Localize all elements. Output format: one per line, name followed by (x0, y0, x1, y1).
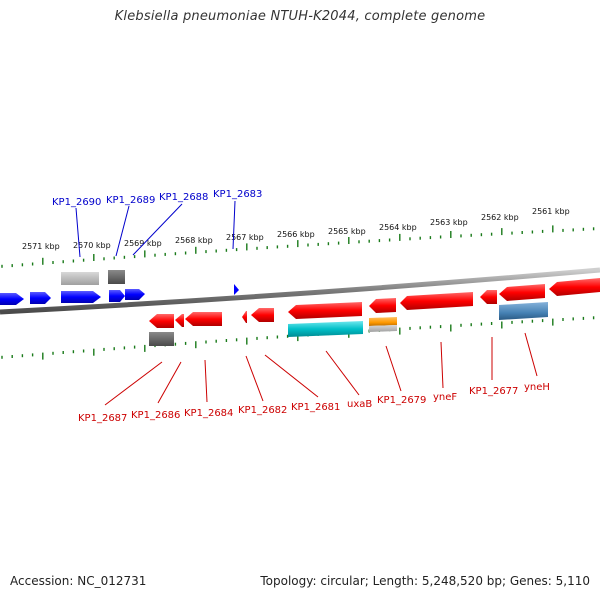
gene-label[interactable]: KP1_2690 (52, 197, 101, 208)
gene-arrow-forward[interactable] (125, 289, 145, 300)
gene-arrow-forward[interactable] (234, 284, 239, 295)
gene-arrow-reverse[interactable] (251, 308, 274, 322)
gene-label[interactable]: KP1_2684 (184, 408, 233, 419)
scale-label: 2564 kbp (379, 223, 417, 232)
top-label-leaders (75, 200, 236, 258)
gene-arrow-forward[interactable] (61, 291, 101, 303)
gene-label[interactable]: uxaB (347, 399, 372, 410)
scale-label: 2566 kbp (277, 230, 315, 239)
scale-label: 2571 kbp (22, 242, 60, 251)
scale-ticks-top (1, 225, 595, 268)
scale-label: 2565 kbp (328, 227, 366, 236)
feature-box[interactable] (149, 332, 174, 346)
gene-arrow-reverse[interactable] (400, 292, 473, 310)
gene-arrow-reverse[interactable] (185, 312, 222, 326)
gene-arrow-reverse[interactable] (549, 278, 600, 296)
scale-label: 2561 kbp (532, 207, 570, 216)
gene-arrow-reverse[interactable] (242, 311, 247, 323)
map-title: Klebsiella pneumoniae NTUH-K2044, comple… (114, 9, 486, 24)
feature-box[interactable] (108, 270, 125, 284)
scale-label: 2569 kbp (124, 239, 162, 248)
gene-label[interactable]: yneH (524, 382, 550, 393)
scale-labels: 2571 kbp 2570 kbp 2569 kbp 2568 kbp 2567… (22, 207, 570, 251)
scale-ticks-bottom (1, 316, 595, 360)
gene-arrow-forward[interactable] (30, 292, 51, 304)
feature-orange[interactable] (369, 317, 397, 326)
gene-label[interactable]: KP1_2689 (106, 195, 155, 206)
feature-gray-light[interactable] (369, 325, 397, 332)
gene-label[interactable]: KP1_2677 (469, 386, 518, 397)
forward-strand-genes (0, 284, 239, 305)
gene-label[interactable]: KP1_2681 (291, 402, 340, 413)
gene-arrow-reverse[interactable] (499, 284, 545, 301)
gene-label[interactable]: KP1_2683 (213, 189, 262, 200)
gene-arrow-reverse[interactable] (175, 314, 184, 327)
bottom-label-leaders (104, 332, 538, 406)
gene-label[interactable]: KP1_2687 (78, 413, 127, 424)
scale-label: 2568 kbp (175, 236, 213, 245)
gene-label[interactable]: yneF (433, 392, 457, 403)
gene-arrow-reverse[interactable] (149, 314, 174, 328)
top-gene-labels: KP1_2690 KP1_2689 KP1_2688 KP1_2683 (52, 189, 262, 208)
feature-teal[interactable] (288, 321, 363, 337)
gene-label[interactable]: KP1_2688 (159, 192, 208, 203)
feature-box[interactable] (61, 272, 99, 285)
gene-label[interactable]: KP1_2686 (131, 410, 180, 421)
scale-label: 2570 kbp (73, 241, 111, 250)
gene-label[interactable]: KP1_2679 (377, 395, 426, 406)
chromosome-backbone (0, 267, 600, 315)
scale-label: 2562 kbp (481, 213, 519, 222)
gene-arrow-forward[interactable] (109, 290, 125, 302)
gene-arrow-reverse[interactable] (288, 302, 362, 319)
gene-arrow-reverse[interactable] (369, 298, 396, 313)
scale-label: 2567 kbp (226, 233, 264, 242)
feature-steelblue[interactable] (499, 302, 548, 320)
scale-label: 2563 kbp (430, 218, 468, 227)
gene-label[interactable]: KP1_2682 (238, 405, 287, 416)
topology-text: Topology: circular; Length: 5,248,520 bp… (260, 574, 590, 588)
gene-arrow-reverse[interactable] (480, 290, 497, 304)
gene-arrow-forward[interactable] (0, 293, 24, 305)
reverse-strand-genes (149, 278, 600, 328)
accession-text: Accession: NC_012731 (10, 574, 147, 588)
bottom-gene-labels: KP1_2687 KP1_2686 KP1_2684 KP1_2682 KP1_… (78, 382, 550, 424)
